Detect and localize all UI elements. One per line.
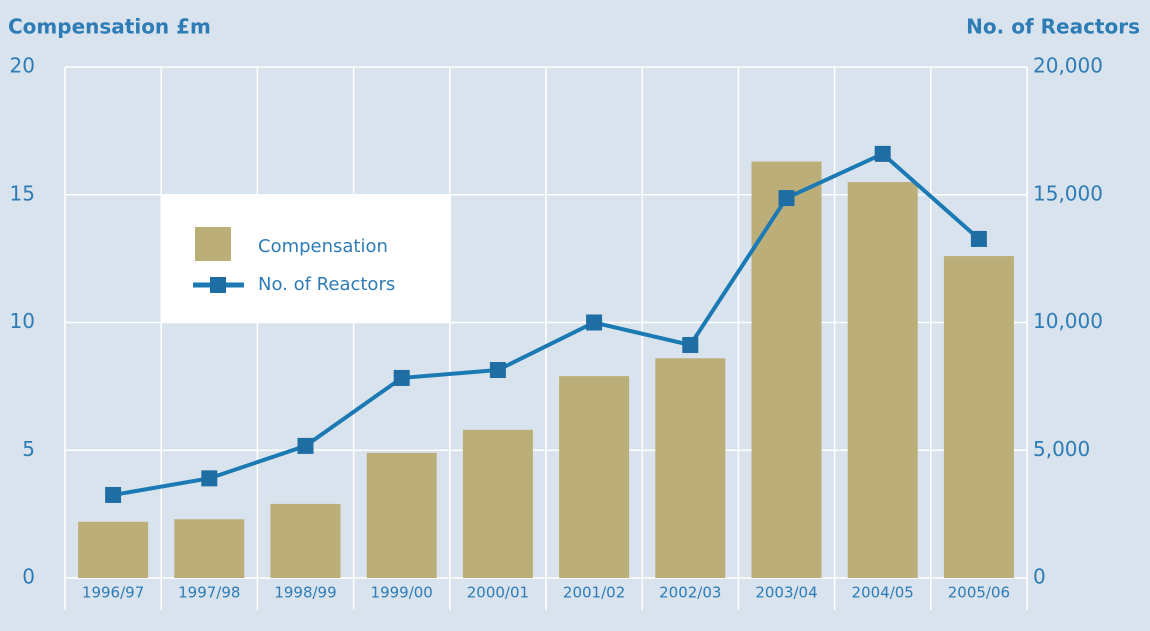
- bar: [78, 521, 149, 578]
- line-marker: [970, 230, 987, 247]
- legend-swatch: [195, 227, 231, 261]
- y-tick-label: 10: [10, 309, 35, 333]
- x-tick-label: 2005/06: [948, 584, 1010, 602]
- line-marker: [201, 470, 218, 487]
- line-marker: [874, 145, 891, 162]
- bar: [462, 429, 533, 578]
- x-tick-label: 1998/99: [274, 584, 336, 602]
- bar: [270, 503, 341, 578]
- x-tick-label: 1996/97: [82, 584, 144, 602]
- x-tick-label: 2003/04: [755, 584, 817, 602]
- y2-tick-label: 0: [1033, 565, 1046, 589]
- bar: [174, 519, 245, 578]
- legend-label: Compensation: [258, 236, 388, 257]
- y-axis-title: Compensation £m: [8, 15, 211, 39]
- bar: [366, 452, 437, 578]
- bar: [943, 256, 1014, 578]
- x-tick-label: 1997/98: [178, 584, 240, 602]
- y-tick-label: 5: [22, 437, 35, 461]
- x-tick-label: 2000/01: [467, 584, 529, 602]
- line-marker: [105, 486, 122, 503]
- x-tick-label: 2001/02: [563, 584, 625, 602]
- bar: [751, 161, 822, 578]
- y2-tick-label: 5,000: [1033, 437, 1090, 461]
- line: [112, 151, 981, 497]
- x-tick-label: 2002/03: [659, 584, 721, 602]
- y-tick-label: 20: [10, 54, 35, 78]
- y-tick-label: 0: [22, 565, 35, 589]
- line-marker: [489, 362, 506, 379]
- x-tick-label: 1999/00: [371, 584, 433, 602]
- line-marker: [778, 190, 795, 207]
- legend-marker: [210, 277, 226, 293]
- line-marker: [297, 437, 314, 454]
- bar: [559, 376, 630, 578]
- y2-tick-label: 10,000: [1033, 309, 1103, 333]
- y2-tick-label: 15,000: [1033, 181, 1103, 205]
- y2-axis-title: No. of Reactors: [966, 15, 1140, 39]
- y2-tick-label: 20,000: [1033, 54, 1103, 78]
- line-marker: [586, 314, 603, 331]
- bar: [655, 358, 726, 578]
- x-tick-label: 2004/05: [852, 584, 914, 602]
- legend-label: No. of Reactors: [258, 274, 395, 295]
- line-marker: [393, 369, 410, 386]
- line-marker: [682, 336, 699, 353]
- bar: [847, 181, 918, 578]
- y-tick-label: 15: [10, 181, 35, 205]
